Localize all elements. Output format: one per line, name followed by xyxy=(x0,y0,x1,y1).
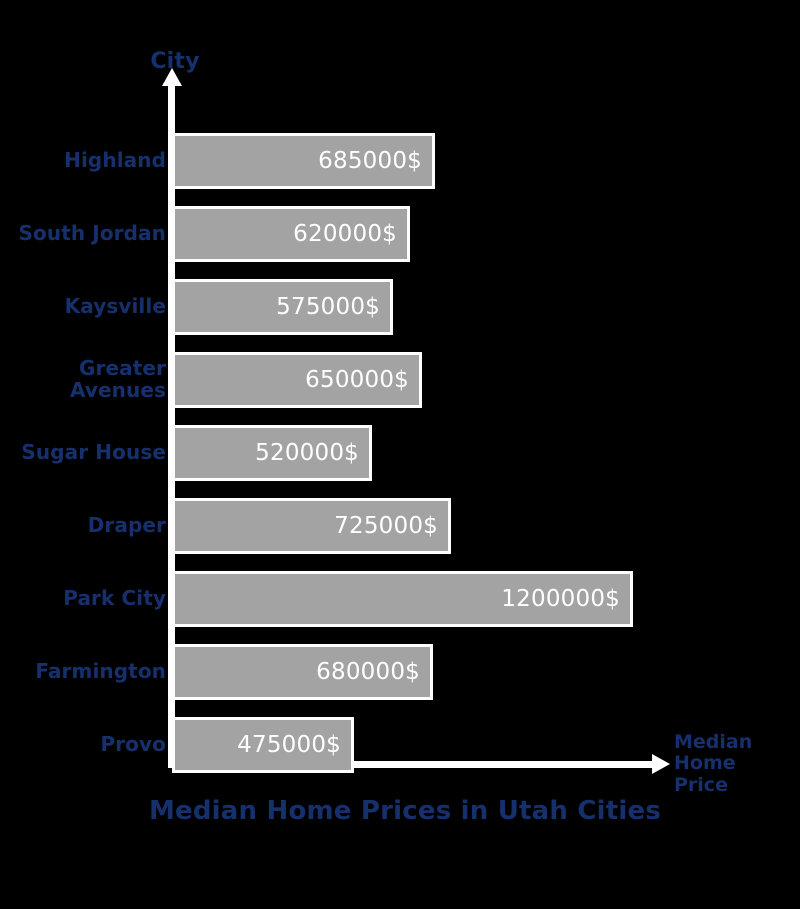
bar-category-label: Provo xyxy=(100,732,166,757)
bar-value-label: 620000$ xyxy=(293,221,397,247)
bar[interactable]: 575000$ xyxy=(172,279,393,335)
bar[interactable]: 475000$ xyxy=(172,717,354,773)
bar-row: Sugar House 520000$ xyxy=(0,425,800,481)
bar[interactable]: 685000$ xyxy=(172,133,435,189)
bar-wrapper: 650000$ xyxy=(172,352,422,408)
bar-category-label: Sugar House xyxy=(21,440,166,465)
bar-row: Provo 475000$ xyxy=(0,717,800,773)
bar[interactable]: 620000$ xyxy=(172,206,410,262)
bar-row: Highland 685000$ xyxy=(0,133,800,189)
y-axis-arrow-icon xyxy=(162,68,182,86)
bar-category-label: Farmington xyxy=(35,659,166,684)
bar-row: South Jordan 620000$ xyxy=(0,206,800,262)
bar-row: Greater Avenues 650000$ xyxy=(0,352,800,408)
bar[interactable]: 520000$ xyxy=(172,425,372,481)
bar-wrapper: 575000$ xyxy=(172,279,393,335)
bar-wrapper: 1200000$ xyxy=(172,571,633,627)
y-axis-title: City xyxy=(150,49,200,74)
bar[interactable]: 650000$ xyxy=(172,352,422,408)
bar-value-label: 575000$ xyxy=(276,294,380,320)
bar[interactable]: 680000$ xyxy=(172,644,433,700)
bar-category-label: Park City xyxy=(63,586,166,611)
bar-wrapper: 520000$ xyxy=(172,425,372,481)
bar-category-label: Kaysville xyxy=(64,294,166,319)
bar-value-label: 685000$ xyxy=(318,148,422,174)
bar-wrapper: 680000$ xyxy=(172,644,433,700)
x-axis-arrow-icon xyxy=(652,754,670,774)
bar-category-label: Draper xyxy=(87,513,166,538)
bar-row: Park City 1200000$ xyxy=(0,571,800,627)
bar-value-label: 520000$ xyxy=(255,440,359,466)
bar[interactable]: 1200000$ xyxy=(172,571,633,627)
x-axis-title: Median Home Price xyxy=(674,731,753,796)
bar[interactable]: 725000$ xyxy=(172,498,451,554)
x-axis-line xyxy=(168,761,658,768)
bar-wrapper: 620000$ xyxy=(172,206,410,262)
bar-wrapper: 475000$ xyxy=(172,717,354,773)
bar-row: Kaysville 575000$ xyxy=(0,279,800,335)
bar-value-label: 725000$ xyxy=(334,513,438,539)
bar-value-label: 1200000$ xyxy=(501,586,620,612)
bar-wrapper: 685000$ xyxy=(172,133,435,189)
bar-category-label: Greater Avenues xyxy=(69,356,166,402)
bar-value-label: 650000$ xyxy=(305,367,409,393)
bar-value-label: 475000$ xyxy=(237,732,341,758)
bar-wrapper: 725000$ xyxy=(172,498,451,554)
bar-row: Farmington 680000$ xyxy=(0,644,800,700)
y-axis-line xyxy=(168,84,175,768)
bar-row: Draper 725000$ xyxy=(0,498,800,554)
bar-category-label: Highland xyxy=(64,148,166,173)
bar-value-label: 680000$ xyxy=(316,659,420,685)
bar-category-label: South Jordan xyxy=(18,221,166,246)
chart-title: Median Home Prices in Utah Cities xyxy=(148,796,662,826)
